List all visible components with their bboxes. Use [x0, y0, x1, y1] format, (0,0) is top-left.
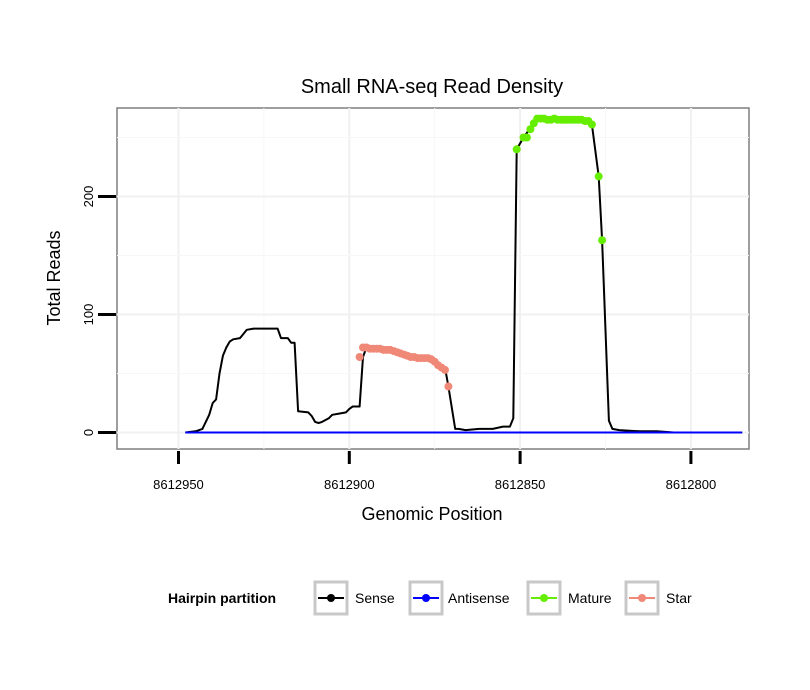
legend-key-point: [540, 594, 548, 602]
legend-key-point: [422, 594, 430, 602]
point-mature: [522, 133, 531, 142]
grid-lines: [117, 108, 749, 449]
legend-key-point: [638, 594, 646, 602]
point-star: [444, 382, 453, 391]
plot-panel: [116, 107, 750, 450]
point-mature: [512, 145, 521, 154]
point-mature: [594, 172, 603, 181]
x-tick-label: 8612850: [495, 477, 546, 492]
chart-title: Small RNA-seq Read Density: [301, 76, 563, 98]
y-tick-label: 100: [81, 304, 96, 326]
legend-label-mature: Mature: [568, 590, 612, 606]
point-mature: [526, 125, 535, 134]
legend: Hairpin partition Sense Antisense Mature St…: [168, 580, 692, 616]
y-tick-label: 200: [81, 186, 96, 208]
point-mature: [598, 236, 607, 245]
legend-entries: Sense Antisense Mature Star: [313, 580, 692, 616]
x-tick-label: 8612900: [324, 477, 375, 492]
x-tick-label: 8612950: [153, 477, 204, 492]
series-points: [355, 114, 607, 391]
legend-label-star: Star: [666, 590, 692, 606]
point-mature: [587, 120, 596, 129]
x-axis-ticks: 8612950 8612900 8612850 8612800: [153, 451, 716, 492]
legend-key-point: [327, 594, 335, 602]
legend-title: Hairpin partition: [168, 590, 276, 606]
point-star: [441, 365, 449, 374]
legend-label-antisense: Antisense: [448, 590, 510, 606]
legend-label-sense: Sense: [355, 590, 395, 606]
y-tick-label: 0: [81, 429, 96, 436]
x-tick-label: 8612800: [666, 477, 717, 492]
y-axis-label: Total Reads: [44, 230, 64, 325]
point-star: [355, 353, 364, 361]
y-axis-ticks: 0 100 200: [81, 186, 116, 436]
x-axis-label: Genomic Position: [361, 504, 502, 524]
